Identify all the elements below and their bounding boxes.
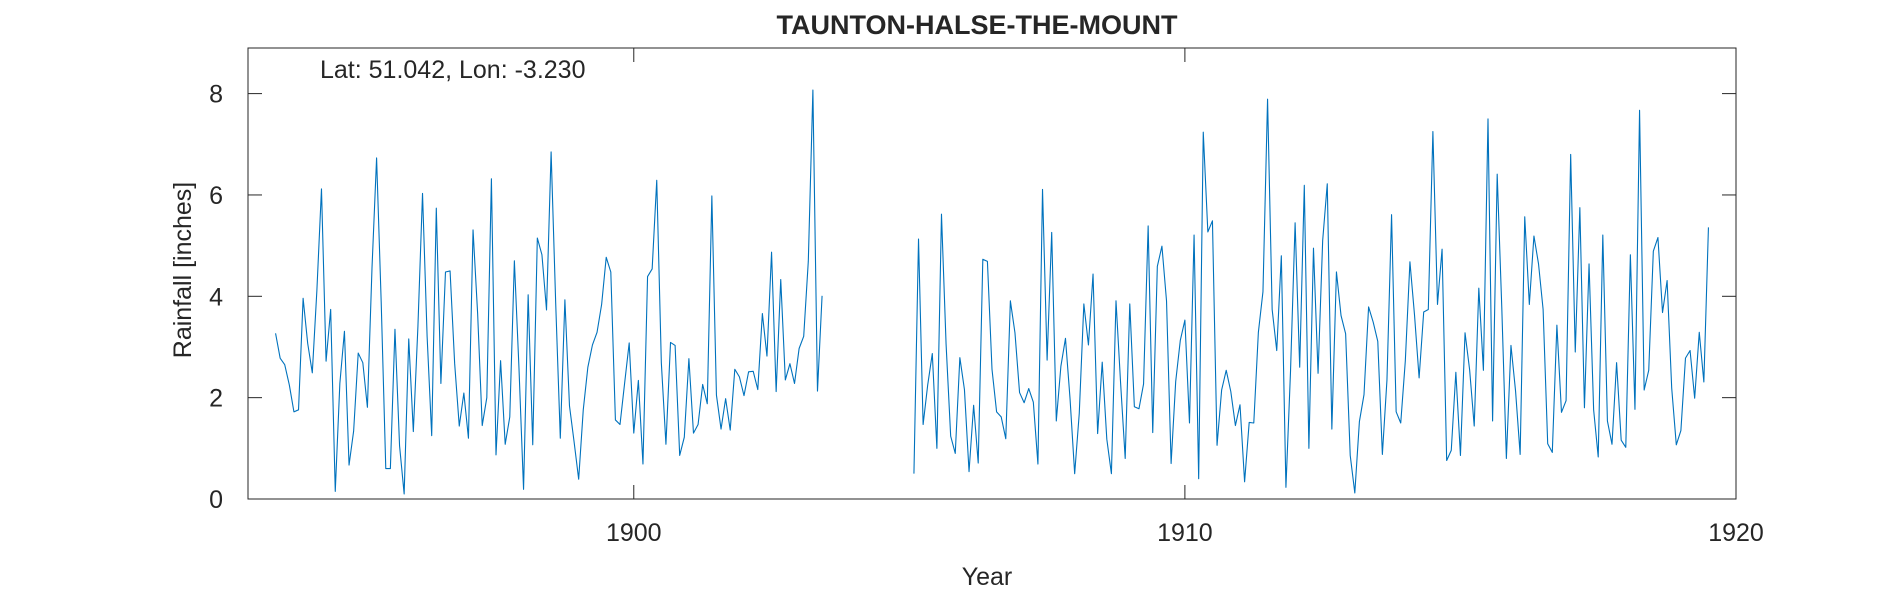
location-annotation: Lat: 51.042, Lon: -3.230 — [320, 56, 586, 84]
y-tick-label: 6 — [209, 182, 223, 210]
plot-area-box — [247, 47, 1737, 500]
rainfall-line-segment — [275, 89, 823, 495]
x-tick-label: 1910 — [1157, 519, 1213, 547]
axis-ticks: 1900 1910 1920 0 2 4 6 8 — [209, 48, 1764, 547]
rainfall-line-segment — [913, 98, 1709, 494]
x-tick-label: 1920 — [1708, 519, 1764, 547]
rainfall-series — [275, 89, 1709, 495]
y-tick-label: 8 — [209, 81, 223, 109]
x-axis-label: Year — [962, 563, 1013, 591]
y-axis-label: Rainfall [inches] — [169, 182, 197, 358]
x-tick-label: 1900 — [606, 519, 662, 547]
y-tick-label: 2 — [209, 385, 223, 413]
y-tick-label: 0 — [209, 486, 223, 514]
y-tick-label: 4 — [209, 283, 223, 311]
chart-title: TAUNTON-HALSE-THE-MOUNT — [777, 10, 1178, 40]
